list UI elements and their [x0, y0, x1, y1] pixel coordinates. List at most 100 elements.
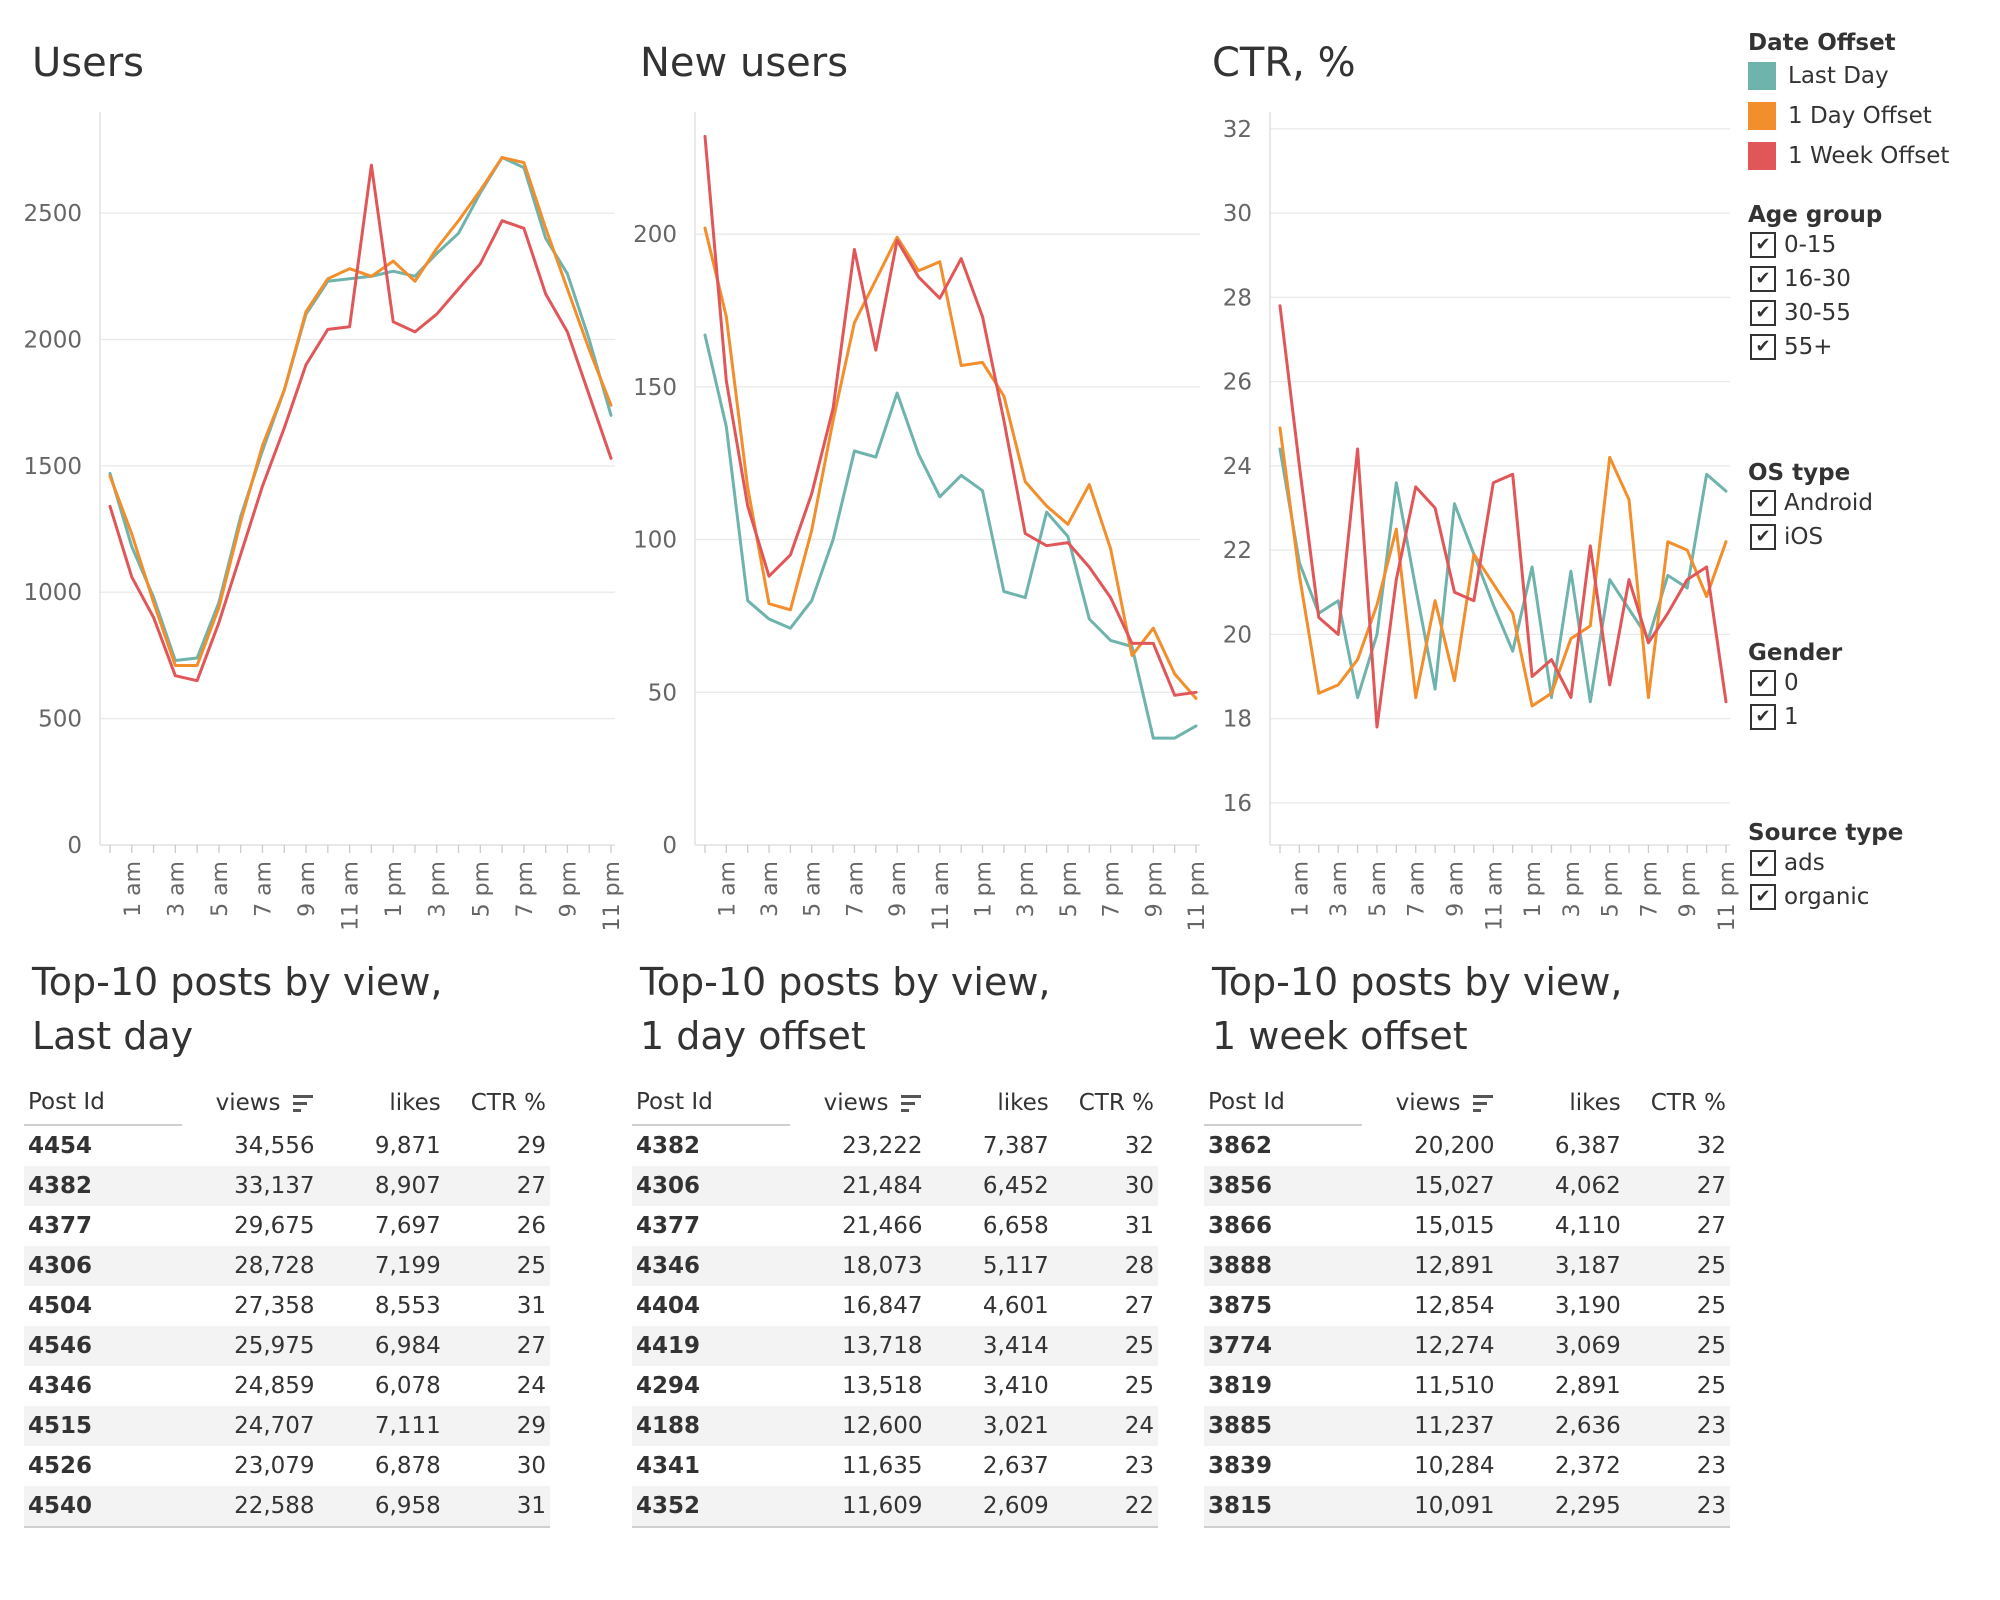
checkmark-icon[interactable]: ✔: [1750, 524, 1776, 550]
likes-cell: 2,891: [1554, 1373, 1621, 1399]
series-line-1-day-offset[interactable]: [703, 226, 1198, 700]
table-row[interactable]: 4546 25,975 6,984 27: [24, 1326, 550, 1366]
sort-descending-icon[interactable]: [899, 1093, 923, 1113]
table-row[interactable]: 3839 10,284 2,372 23: [1204, 1446, 1730, 1486]
series-line-last-day[interactable]: [703, 333, 1198, 740]
table-row[interactable]: 3856 15,027 4,062 27: [1204, 1166, 1730, 1206]
post-id-cell: 4404: [636, 1293, 701, 1319]
filter-age-55-plus[interactable]: ✔ 55+: [1748, 330, 1882, 364]
legend-item-last-day[interactable]: Last Day: [1748, 56, 1949, 96]
table-row[interactable]: 4419 13,718 3,414 25: [632, 1326, 1158, 1366]
filter-gender-1[interactable]: ✔ 1: [1748, 700, 1842, 734]
table-row[interactable]: 4346 18,073 5,117 28: [632, 1246, 1158, 1286]
table-row[interactable]: 3862 20,200 6,387 32: [1204, 1125, 1730, 1166]
views-cell: 11,510: [1414, 1373, 1495, 1399]
checkmark-icon[interactable]: ✔: [1750, 670, 1776, 696]
legend-item-1-week-offset[interactable]: 1 Week Offset: [1748, 136, 1949, 176]
y-tick-label: 200: [633, 222, 677, 248]
filter-age-16-30[interactable]: ✔ 16-30: [1748, 262, 1882, 296]
header-views[interactable]: views: [182, 1080, 319, 1125]
table-row[interactable]: 3774 12,274 3,069 25: [1204, 1326, 1730, 1366]
checkmark-icon[interactable]: ✔: [1750, 490, 1776, 516]
table-row[interactable]: 4377 29,675 7,697 26: [24, 1206, 550, 1246]
views-cell: 28,728: [181, 1246, 319, 1286]
table-row[interactable]: 4377 21,466 6,658 31: [632, 1206, 1158, 1246]
series-line-1-day-offset[interactable]: [108, 156, 613, 667]
table-row[interactable]: 4346 24,859 6,078 24: [24, 1366, 550, 1406]
post-id-cell: 4382: [636, 1133, 701, 1159]
post-id-cell: 4377: [28, 1213, 93, 1239]
sort-descending-icon[interactable]: [1471, 1093, 1495, 1113]
likes-cell: 7,697: [374, 1213, 441, 1239]
series-line-last-day[interactable]: [1278, 447, 1728, 704]
checkmark-icon[interactable]: ✔: [1750, 232, 1776, 258]
filter-label: iOS: [1784, 524, 1824, 550]
table-row[interactable]: 4526 23,079 6,878 30: [24, 1446, 550, 1486]
table-row[interactable]: 4382 23,222 7,387 32: [632, 1125, 1158, 1166]
series-line-1-day-offset[interactable]: [1278, 426, 1728, 708]
table-title-line: Top-10 posts by view,: [640, 960, 1051, 1004]
table-row[interactable]: 4515 24,707 7,111 29: [24, 1406, 550, 1446]
filter-os-ios[interactable]: ✔ iOS: [1748, 520, 1873, 554]
table-row[interactable]: 4306 21,484 6,452 30: [632, 1166, 1158, 1206]
checkmark-icon[interactable]: ✔: [1750, 266, 1776, 292]
checkmark-icon[interactable]: ✔: [1750, 704, 1776, 730]
post-id-cell: 4377: [636, 1213, 701, 1239]
age-group-filter: Age group ✔ 0-15 ✔ 16-30 ✔ 30-55 ✔ 55+: [1748, 202, 1882, 364]
post-id-cell: 4419: [632, 1326, 790, 1366]
post-id-cell: 4306: [632, 1166, 790, 1206]
filter-source-organic[interactable]: ✔ organic: [1748, 880, 1903, 914]
header-label: likes: [389, 1089, 441, 1116]
series-line-1-week-offset[interactable]: [1278, 304, 1728, 729]
header-views[interactable]: views: [790, 1080, 927, 1125]
header-label: likes: [1569, 1089, 1621, 1116]
series-line-1-week-offset[interactable]: [108, 163, 613, 683]
header-post-id: Post Id: [24, 1080, 182, 1126]
table-row[interactable]: 3815 10,091 2,295 23: [1204, 1486, 1730, 1528]
table-row[interactable]: 3885 11,237 2,636 23: [1204, 1406, 1730, 1446]
ctr-cell: 27: [444, 1166, 550, 1206]
table-row[interactable]: 4382 33,137 8,907 27: [24, 1166, 550, 1206]
checkmark-icon[interactable]: ✔: [1750, 850, 1776, 876]
header-label: CTR %: [470, 1089, 546, 1116]
filter-gender-0[interactable]: ✔ 0: [1748, 666, 1842, 700]
gender-filter: Gender ✔ 0 ✔ 1: [1748, 640, 1842, 734]
likes-cell: 2,372: [1554, 1453, 1621, 1479]
table-row[interactable]: 4504 27,358 8,553 31: [24, 1286, 550, 1326]
legend-item-1-day-offset[interactable]: 1 Day Offset: [1748, 96, 1949, 136]
table-row[interactable]: 4404 16,847 4,601 27: [632, 1286, 1158, 1326]
x-tick-label: 9 pm: [1142, 861, 1167, 917]
sort-descending-icon[interactable]: [291, 1093, 315, 1113]
table-row[interactable]: 4188 12,600 3,021 24: [632, 1406, 1158, 1446]
likes-cell: 6,387: [1554, 1132, 1621, 1159]
checkmark-icon[interactable]: ✔: [1750, 884, 1776, 910]
table-title-line: 1 day offset: [640, 1014, 866, 1058]
table-row[interactable]: 4454 34,556 9,871 29: [24, 1125, 550, 1166]
filter-os-android[interactable]: ✔ Android: [1748, 486, 1873, 520]
header-likes: likes: [1499, 1080, 1625, 1125]
table-row[interactable]: 3888 12,891 3,187 25: [1204, 1246, 1730, 1286]
table-row[interactable]: 4352 11,609 2,609 22: [632, 1486, 1158, 1528]
series-line-1-week-offset[interactable]: [703, 134, 1198, 697]
table-row[interactable]: 4540 22,588 6,958 31: [24, 1486, 550, 1528]
y-tick-label: 100: [633, 528, 677, 554]
table-row[interactable]: 3866 15,015 4,110 27: [1204, 1206, 1730, 1246]
y-tick-label: 22: [1223, 538, 1252, 564]
table-row[interactable]: 4306 28,728 7,199 25: [24, 1246, 550, 1286]
x-tick-label: 7 am: [843, 861, 868, 917]
filter-source-ads[interactable]: ✔ ads: [1748, 846, 1903, 880]
checkmark-icon[interactable]: ✔: [1750, 300, 1776, 326]
users-line-chart: 0 500 1000 1500 2000 2500 1 am 3 am 5 am 7 am 9 am…: [23, 112, 625, 930]
checkmark-icon[interactable]: ✔: [1750, 334, 1776, 360]
ctr-cell: 32: [1696, 1132, 1726, 1159]
ctr-cell: 23: [1624, 1486, 1730, 1528]
filter-age-30-55[interactable]: ✔ 30-55: [1748, 296, 1882, 330]
filter-age-0-15[interactable]: ✔ 0-15: [1748, 228, 1882, 262]
table-row[interactable]: 3875 12,854 3,190 25: [1204, 1286, 1730, 1326]
table-row[interactable]: 4294 13,518 3,410 25: [632, 1366, 1158, 1406]
series-line-last-day[interactable]: [108, 156, 613, 662]
views-cell: 25,975: [181, 1326, 319, 1366]
table-row[interactable]: 4341 11,635 2,637 23: [632, 1446, 1158, 1486]
table-row[interactable]: 3819 11,510 2,891 25: [1204, 1366, 1730, 1406]
header-views[interactable]: views: [1362, 1080, 1499, 1125]
